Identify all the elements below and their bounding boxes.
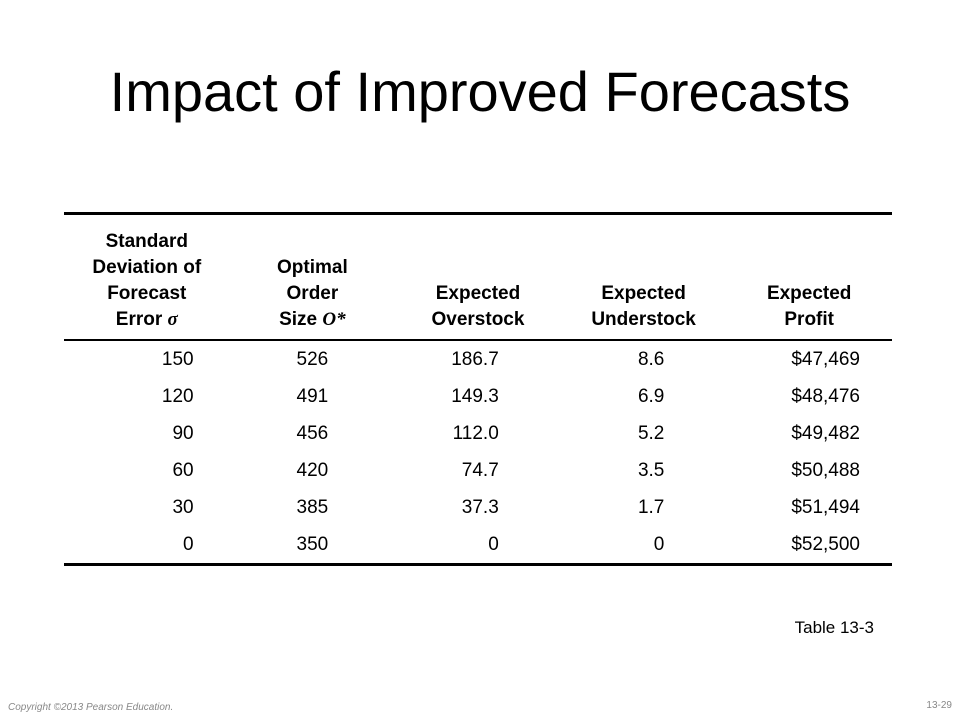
cell-profit: $49,482: [791, 423, 860, 444]
copyright-notice: Copyright ©2013 Pearson Education.: [8, 702, 174, 713]
header-optimal-order: Optimal Order Size O*: [277, 257, 348, 330]
cell-profit: $52,500: [791, 534, 860, 555]
table-row: 0 350 0 0 $52,500: [64, 526, 892, 565]
header-std-deviation: Standard Deviation of Forecast Error σ: [92, 231, 202, 330]
cell-order-size: 420: [296, 460, 329, 481]
page-title: Impact of Improved Forecasts: [109, 60, 851, 123]
forecast-impact-table: Standard Deviation of Forecast Error σ O…: [64, 212, 892, 566]
forecast-table-container: Standard Deviation of Forecast Error σ O…: [64, 212, 892, 566]
cell-order-size: 350: [296, 534, 329, 555]
cell-overstock: 37.3: [461, 497, 499, 518]
cell-std-deviation: 90: [172, 423, 194, 444]
header-expected-profit: Expected Profit: [766, 283, 852, 330]
cell-order-size: 456: [296, 423, 329, 444]
sigma-symbol: σ: [167, 309, 178, 330]
table-row: 150 526 186.7 8.6 $47,469: [64, 340, 892, 378]
table-header-row: Standard Deviation of Forecast Error σ O…: [64, 213, 892, 340]
page-number: 13-29: [926, 700, 952, 711]
cell-profit: $50,488: [791, 460, 860, 481]
cell-understock: 8.6: [637, 349, 665, 370]
cell-overstock: 0: [488, 534, 499, 555]
table-row: 90 456 112.0 5.2 $49,482: [64, 415, 892, 452]
cell-profit: $47,469: [791, 349, 860, 370]
cell-order-size: 385: [296, 497, 329, 518]
header-expected-understock: Expected Understock: [591, 283, 696, 330]
cell-std-deviation: 0: [183, 534, 194, 555]
cell-understock: 0: [653, 534, 665, 555]
cell-understock: 1.7: [637, 497, 665, 518]
cell-order-size: 526: [296, 349, 329, 370]
table-row: 120 491 149.3 6.9 $48,476: [64, 378, 892, 415]
cell-std-deviation: 60: [172, 460, 194, 481]
cell-std-deviation: 120: [161, 386, 194, 407]
header-expected-overstock: Expected Overstock: [431, 283, 525, 330]
cell-understock: 6.9: [637, 386, 665, 407]
cell-overstock: 149.3: [451, 386, 499, 407]
table-row: 30 385 37.3 1.7 $51,494: [64, 489, 892, 526]
cell-order-size: 491: [296, 386, 329, 407]
table-row: 60 420 74.7 3.5 $50,488: [64, 452, 892, 489]
cell-overstock: 74.7: [461, 460, 499, 481]
cell-overstock: 186.7: [451, 349, 499, 370]
table-caption: Table 13-3: [794, 618, 874, 637]
cell-understock: 5.2: [637, 423, 665, 444]
cell-std-deviation: 30: [172, 497, 194, 518]
order-size-symbol: O*: [322, 309, 346, 330]
cell-profit: $48,476: [791, 386, 860, 407]
cell-profit: $51,494: [791, 497, 860, 518]
cell-overstock: 112.0: [452, 423, 499, 444]
cell-std-deviation: 150: [161, 349, 194, 370]
cell-understock: 3.5: [637, 460, 665, 481]
